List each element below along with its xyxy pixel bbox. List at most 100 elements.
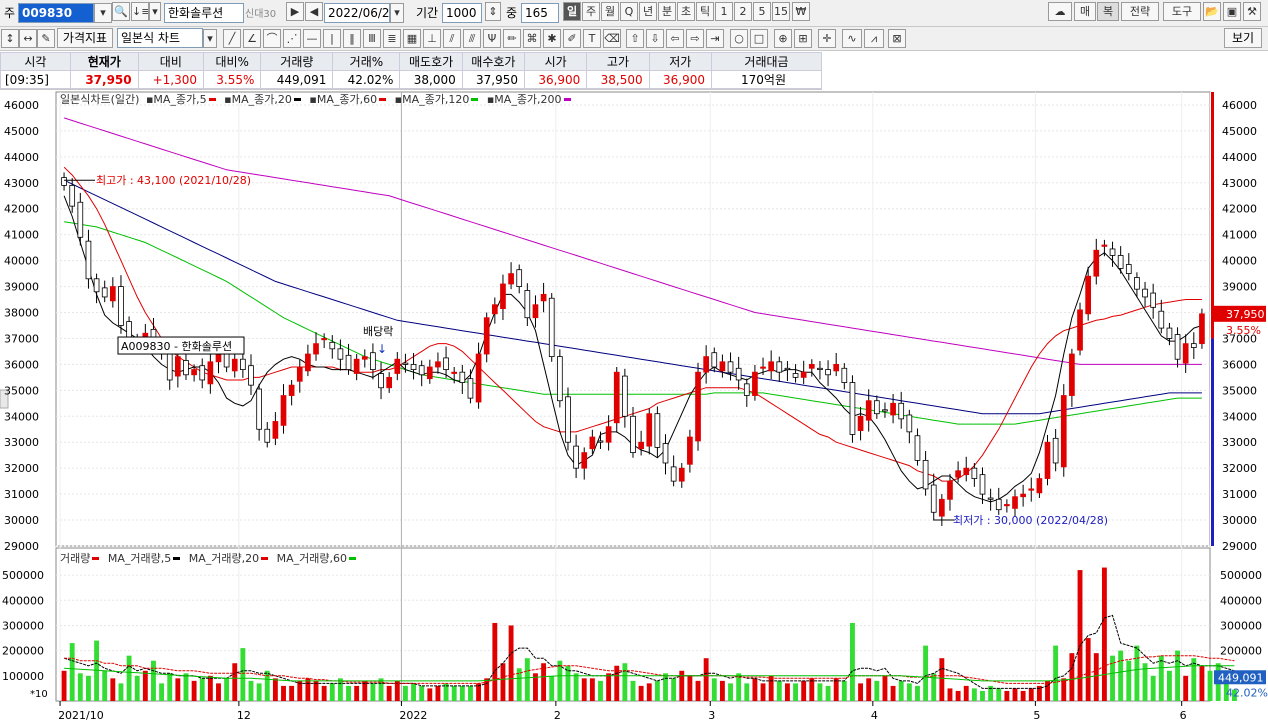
next-icon[interactable]: ▶ bbox=[286, 2, 304, 21]
buy-button[interactable]: 매 bbox=[1074, 2, 1096, 21]
volume-bar bbox=[1126, 660, 1132, 701]
quote-header: 대비 bbox=[137, 52, 205, 71]
horizontal-arrows-icon[interactable]: ↔ bbox=[19, 29, 37, 48]
arrow-down-icon[interactable]: ⇩ bbox=[646, 29, 664, 48]
interval-month-button[interactable]: 월 bbox=[601, 2, 619, 21]
grid-tool-icon[interactable]: ▦ bbox=[403, 29, 421, 48]
candle-body bbox=[175, 356, 181, 377]
interval-year-button[interactable]: 년 bbox=[639, 2, 657, 21]
horizontal-line-icon[interactable]: — bbox=[303, 29, 321, 48]
channel-icon[interactable]: ⫽ bbox=[443, 29, 461, 48]
arrow-up-icon[interactable]: ⇧ bbox=[626, 29, 644, 48]
interval-minute-button[interactable]: 분 bbox=[658, 2, 676, 21]
candle-body bbox=[1060, 395, 1067, 468]
volume-bar bbox=[1191, 658, 1197, 701]
date-dropdown-icon[interactable]: ▾ bbox=[390, 3, 404, 23]
interval-second-button[interactable]: 초 bbox=[677, 2, 695, 21]
candle-body bbox=[443, 357, 449, 370]
prev-icon[interactable]: ◀ bbox=[305, 2, 323, 21]
candle-body bbox=[995, 498, 1002, 511]
pitchfork-icon[interactable]: Ψ bbox=[483, 29, 501, 48]
price-index-button[interactable]: 가격지표 bbox=[57, 28, 113, 48]
volume-bar bbox=[744, 683, 750, 701]
stock-code-input[interactable]: 009830 bbox=[18, 3, 94, 23]
interval-week-button[interactable]: 주 bbox=[582, 2, 600, 21]
eraser-icon[interactable]: ⌫ bbox=[603, 29, 621, 48]
arrow-right-end-icon[interactable]: ⇥ bbox=[706, 29, 724, 48]
view-label: 중 bbox=[506, 6, 518, 20]
interval-tick-button[interactable]: 틱 bbox=[696, 2, 714, 21]
pencil-icon[interactable]: ✏ bbox=[503, 29, 521, 48]
candle-body bbox=[955, 470, 961, 478]
edit-icon[interactable]: ✎ bbox=[37, 29, 55, 48]
sort-dropdown-icon[interactable]: ▾ bbox=[149, 2, 161, 21]
interval-1-button[interactable]: 1 bbox=[715, 2, 733, 21]
fibo-retracement-icon[interactable]: ≣ bbox=[383, 29, 401, 48]
crosshair-icon[interactable]: ✛ bbox=[818, 29, 836, 48]
volume-bar bbox=[711, 678, 717, 701]
zigzag-icon[interactable]: ⩘ bbox=[864, 29, 884, 48]
current-price-tag bbox=[1214, 305, 1266, 322]
parallel-icon[interactable]: ⫻ bbox=[463, 29, 481, 48]
volume-bar bbox=[77, 673, 83, 701]
candle-body bbox=[313, 343, 319, 355]
volume-bar bbox=[923, 645, 929, 701]
wave-icon[interactable]: ∿ bbox=[842, 29, 862, 48]
vertical-line-icon[interactable]: | bbox=[323, 29, 341, 48]
view-button[interactable]: 보기 bbox=[1224, 28, 1262, 48]
save-icon[interactable]: ▣ bbox=[1223, 2, 1241, 21]
stock-tag: 대 bbox=[254, 9, 264, 20]
candle-body bbox=[296, 366, 303, 382]
open-folder-icon[interactable]: 📂 bbox=[1203, 2, 1221, 21]
volume-bar bbox=[1061, 678, 1067, 701]
view-count-input[interactable]: 165 bbox=[521, 3, 559, 23]
ellipse-icon[interactable]: ○ bbox=[730, 29, 748, 48]
candle-body bbox=[662, 443, 669, 464]
search-icon[interactable]: 🔍 bbox=[112, 2, 130, 21]
date-input[interactable]: 2022/06/28 bbox=[324, 3, 390, 23]
volume-bar bbox=[768, 675, 774, 701]
fibo-time-icon[interactable]: Ⅲ bbox=[363, 29, 381, 48]
arc-tool-icon[interactable]: ⌒ bbox=[263, 29, 281, 48]
volume-bar bbox=[687, 675, 693, 701]
gann-icon[interactable]: ⊥ bbox=[423, 29, 441, 48]
fan-tool-icon[interactable]: ⋰ bbox=[283, 29, 301, 48]
compound-button[interactable]: 복 bbox=[1097, 2, 1119, 21]
wrench-icon[interactable]: ⚒ bbox=[1243, 2, 1261, 21]
stepper-icon[interactable]: ⇕ bbox=[485, 2, 501, 21]
tools-button[interactable]: 도구 bbox=[1163, 2, 1201, 21]
vertical-arrows-icon[interactable]: ↕ bbox=[1, 29, 19, 48]
interval-day-button[interactable]: 일 bbox=[563, 2, 581, 21]
color-tool-icon[interactable]: ✱ bbox=[543, 29, 561, 48]
text-tool-icon[interactable]: T bbox=[583, 29, 601, 48]
chart-type-select[interactable]: 일본식 차트 bbox=[117, 28, 203, 48]
rectangle-icon[interactable]: □ bbox=[750, 29, 768, 48]
zoom-icon[interactable]: ⊕ bbox=[774, 29, 792, 48]
volume-bar bbox=[126, 655, 132, 701]
period-input[interactable]: 1000 bbox=[442, 3, 482, 23]
interval-5-button[interactable]: 5 bbox=[753, 2, 771, 21]
strategy-button[interactable]: 전략 bbox=[1121, 2, 1159, 21]
candle-body bbox=[451, 371, 458, 374]
angle-tool-icon[interactable]: ∠ bbox=[243, 29, 261, 48]
clear-icon[interactable]: ⊠ bbox=[888, 29, 906, 48]
sort-icon[interactable]: ↓≡ bbox=[131, 2, 149, 21]
interval-15-button[interactable]: 15 bbox=[772, 2, 790, 21]
cloud-icon[interactable]: ☁ bbox=[1048, 2, 1072, 21]
interval-quarter-button[interactable]: Q bbox=[620, 2, 638, 21]
zoom-area-icon[interactable]: ⊞ bbox=[794, 29, 812, 48]
chart-type-dropdown-icon[interactable]: ▾ bbox=[203, 29, 217, 48]
volume-bar bbox=[362, 680, 368, 701]
arrow-right-icon[interactable]: ⇨ bbox=[686, 29, 704, 48]
pattern-icon[interactable]: ⌘ bbox=[523, 29, 541, 48]
marker-icon[interactable]: ✐ bbox=[563, 29, 581, 48]
arrow-left-icon[interactable]: ⇦ bbox=[666, 29, 684, 48]
drawing-toolbar: ↕ ↔ ✎ 가격지표 일본식 차트 ▾ ╱ ∠ ⌒ ⋰ — | ‖ Ⅲ ≣ ▦ … bbox=[0, 27, 1268, 51]
line-tool-icon[interactable]: ╱ bbox=[223, 29, 241, 48]
cycle-lines-icon[interactable]: ‖ bbox=[343, 29, 361, 48]
code-dropdown-icon[interactable]: ▾ bbox=[94, 3, 112, 23]
volume-bar bbox=[606, 673, 612, 701]
currency-icon[interactable]: ₩ bbox=[792, 2, 810, 21]
interval-2-button[interactable]: 2 bbox=[734, 2, 752, 21]
